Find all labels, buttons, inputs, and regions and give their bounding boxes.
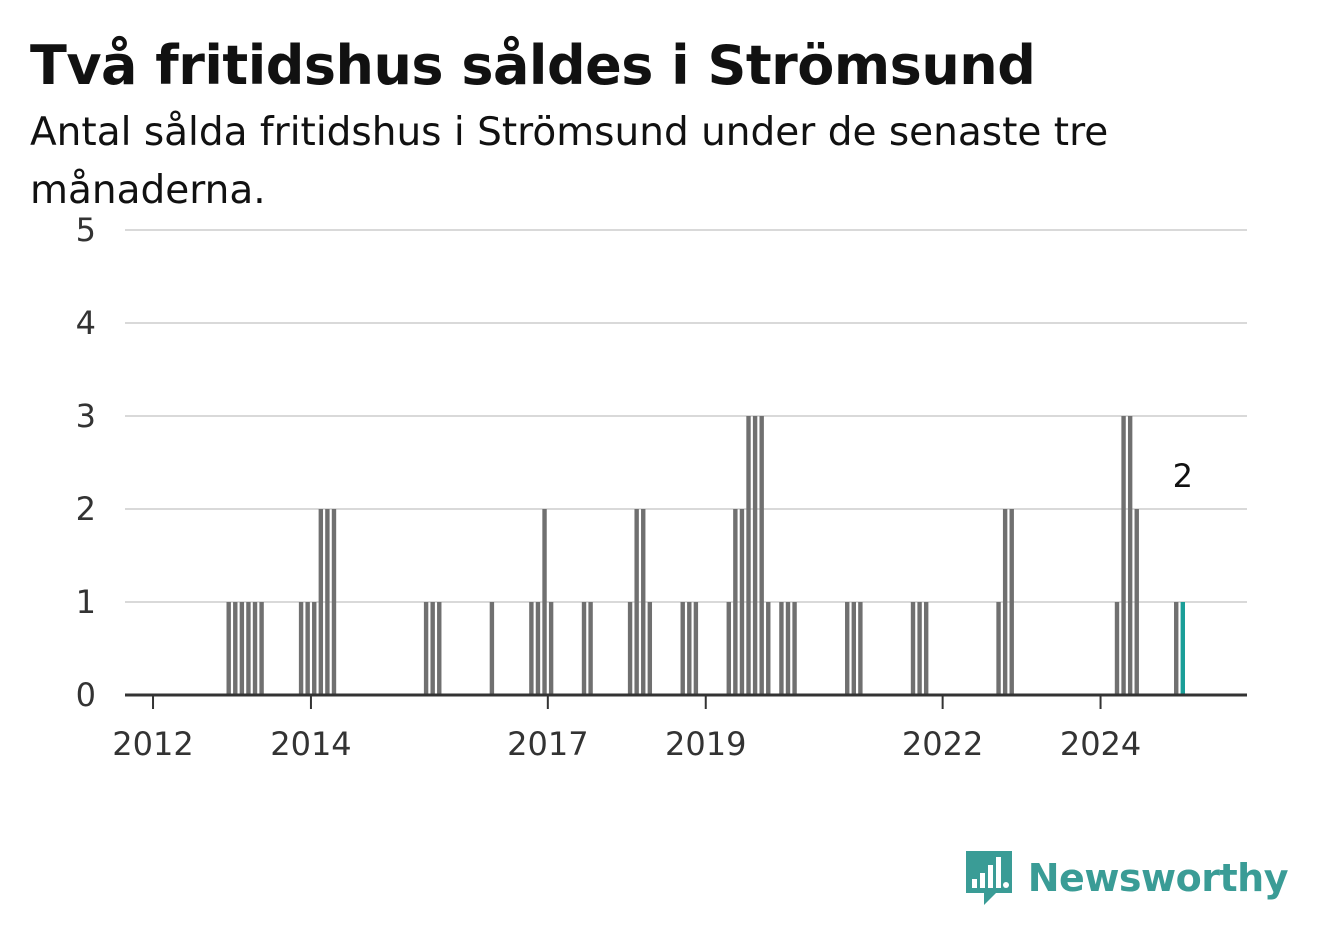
bar (423, 602, 429, 695)
bar (1114, 602, 1120, 695)
y-tick-label: 1 (76, 583, 96, 621)
bar (917, 602, 922, 695)
bar (312, 602, 317, 695)
bar (252, 602, 258, 695)
bar (996, 602, 1001, 695)
bar (634, 509, 639, 695)
x-tick-label: 2012 (112, 725, 193, 763)
bar (325, 509, 330, 695)
bar (641, 509, 646, 695)
x-tick-label: 2024 (1060, 725, 1141, 763)
bar (759, 416, 764, 695)
bar (627, 602, 633, 695)
bar (746, 416, 751, 695)
y-tick-label: 3 (76, 397, 96, 435)
bar (923, 602, 929, 695)
bar (1121, 416, 1126, 695)
bar (318, 509, 324, 695)
bar (535, 602, 541, 695)
bar (259, 602, 264, 695)
bar (437, 602, 442, 695)
bar (246, 602, 251, 695)
bar (858, 602, 863, 695)
y-tick-label: 2 (76, 490, 96, 528)
chart-subtitle: Antal sålda fritidshus i Strömsund under… (30, 110, 1109, 213)
bar (298, 602, 304, 695)
gridlines (125, 229, 1247, 603)
bar (233, 602, 238, 695)
bar (581, 602, 587, 695)
x-tick-label: 2017 (507, 725, 588, 763)
x-tick-label: 2019 (665, 725, 746, 763)
bar (1009, 509, 1014, 695)
bar (239, 602, 245, 695)
bar (529, 602, 534, 695)
bar (226, 602, 231, 695)
bar (785, 602, 791, 695)
annotation-background (1166, 457, 1199, 493)
chart-title: Två fritidshus såldes i Strömsund (30, 34, 1036, 97)
bar (766, 602, 771, 695)
newsworthy-logo-icon (965, 851, 1012, 905)
brand-name: Newsworthy (1027, 856, 1289, 900)
bar (779, 602, 784, 695)
y-tick-label: 0 (76, 676, 96, 714)
brand: Newsworthy (962, 847, 1289, 909)
bar (752, 416, 758, 695)
x-axis-ticks: 2012 2014 2017 2019 2022 2024 (112, 695, 1141, 763)
bar (305, 602, 310, 695)
bar (548, 602, 554, 695)
bar (792, 602, 797, 695)
bar (542, 509, 547, 695)
bar (739, 509, 745, 695)
x-tick-label: 2022 (902, 725, 983, 763)
bar (726, 602, 731, 695)
annotation-label: 2 (1173, 457, 1193, 495)
bar (647, 602, 653, 695)
x-tick-label: 2014 (270, 725, 351, 763)
bar (1002, 509, 1008, 695)
bar (851, 602, 856, 695)
bar (588, 602, 593, 695)
bar (680, 602, 685, 695)
value-annotation: 2 (1166, 457, 1199, 495)
y-tick-label: 4 (76, 304, 96, 342)
y-axis-ticks: 0 1 2 3 4 5 (76, 211, 96, 714)
bar (687, 602, 692, 695)
bars (226, 416, 1185, 695)
bar (1174, 602, 1179, 695)
bar (489, 602, 495, 695)
bar (430, 602, 435, 695)
bar (910, 602, 916, 695)
bar (1134, 509, 1139, 695)
y-tick-label: 5 (76, 211, 96, 249)
bar (845, 602, 850, 695)
bar (331, 509, 337, 695)
bar (693, 602, 699, 695)
bar (1127, 416, 1133, 695)
bar (733, 509, 738, 695)
bar-highlight (1180, 602, 1185, 695)
